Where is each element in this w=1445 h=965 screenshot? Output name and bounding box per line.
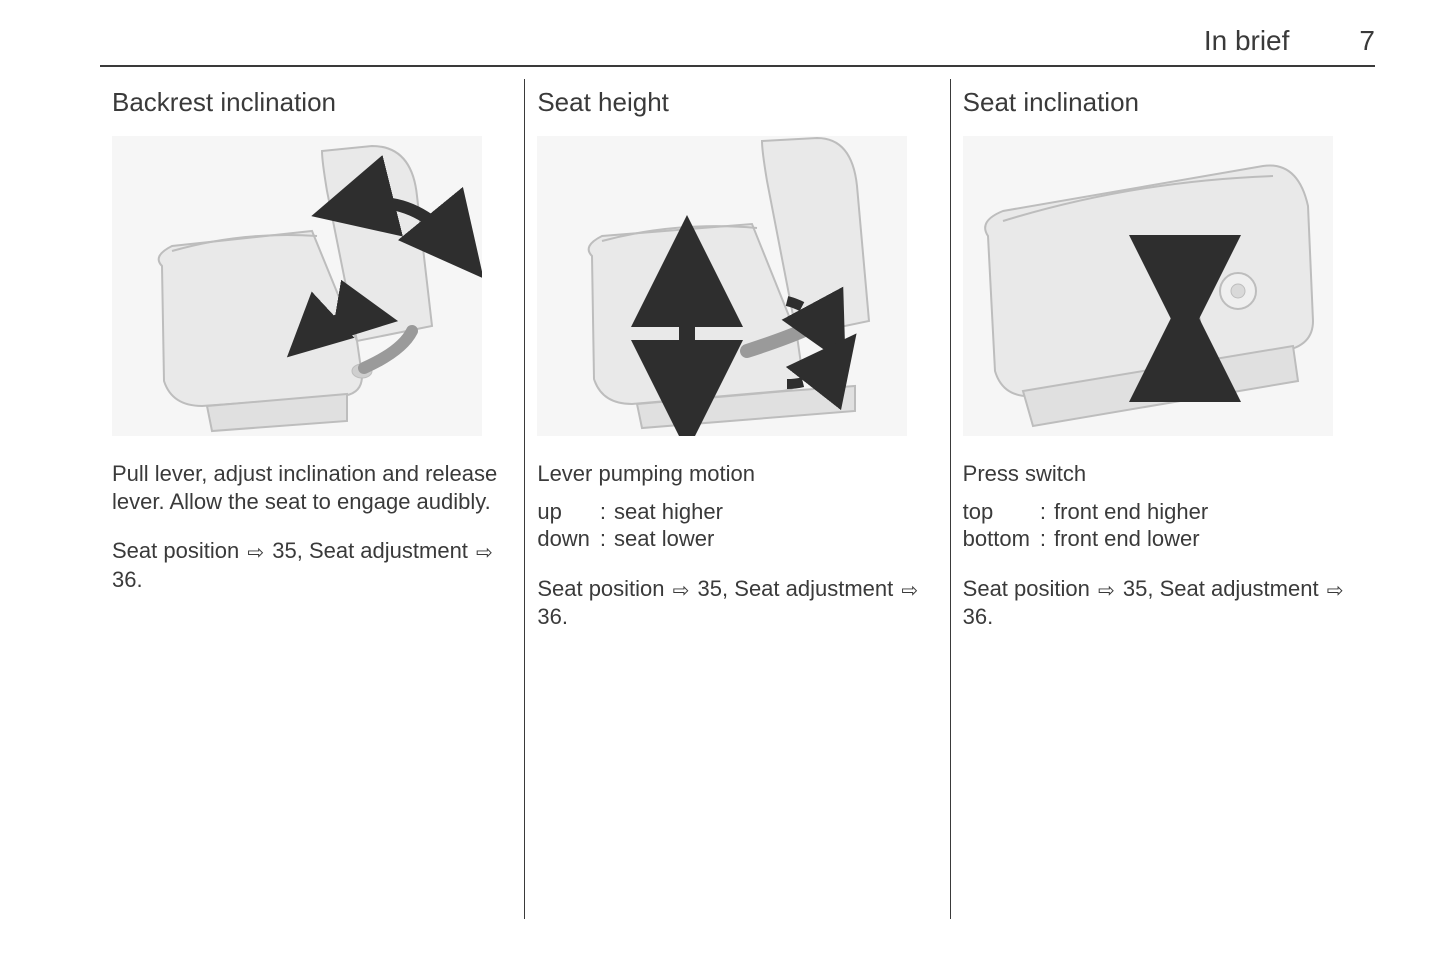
action-val: seat lower	[614, 525, 723, 553]
ref-page-2: 36	[963, 604, 987, 629]
table-row: bottom : front end lower	[963, 525, 1209, 553]
colon: :	[1040, 498, 1054, 526]
ref-arrow-icon: ⇨	[247, 541, 264, 567]
seat-height-svg	[537, 136, 907, 436]
figure-backrest	[112, 136, 482, 436]
lead-text: Press switch	[963, 460, 1357, 488]
col-title: Backrest inclination	[112, 87, 506, 118]
ref-prefix: Seat position	[112, 538, 239, 563]
col-title: Seat inclination	[963, 87, 1357, 118]
figure-seat-inclination	[963, 136, 1333, 436]
section-name: In brief	[1204, 25, 1290, 57]
action-val: front end higher	[1054, 498, 1208, 526]
ref-page-1: 35	[698, 576, 722, 601]
ref-arrow-icon: ⇨	[476, 541, 493, 567]
colon: :	[600, 525, 614, 553]
ref-page-1: 35	[1123, 576, 1147, 601]
ref-page-2: 36	[112, 567, 136, 592]
col-seat-height: Seat height	[524, 79, 949, 919]
action-key: down	[537, 525, 600, 553]
seat-backrest-svg	[112, 136, 482, 436]
table-row: top : front end higher	[963, 498, 1209, 526]
ref-arrow-icon: ⇨	[673, 579, 690, 605]
ref-prefix: Seat position	[537, 576, 664, 601]
action-val: seat higher	[614, 498, 723, 526]
page-header: In brief 7	[100, 25, 1375, 67]
cross-ref: Seat position ⇨ 35, Seat adjustment ⇨ 36…	[112, 537, 506, 594]
seat-inclination-svg	[963, 136, 1333, 436]
columns-wrap: Backrest inclination	[100, 79, 1375, 919]
ref-prefix: Seat position	[963, 576, 1090, 601]
cross-ref: Seat position ⇨ 35, Seat adjustment ⇨ 36…	[963, 575, 1357, 632]
action-table: up : seat higher down : seat lower	[537, 498, 723, 553]
ref-mid: Seat adjustment	[1160, 576, 1319, 601]
ref-arrow-icon: ⇨	[1098, 579, 1115, 605]
lead-text: Pull lever, adjust inclination and relea…	[112, 460, 506, 515]
ref-arrow-icon: ⇨	[1327, 579, 1344, 605]
page-number: 7	[1359, 25, 1375, 57]
ref-page-1: 35	[272, 538, 296, 563]
ref-arrow-icon: ⇨	[901, 579, 918, 605]
col-backrest-inclination: Backrest inclination	[100, 79, 524, 919]
cross-ref: Seat position ⇨ 35, Seat adjustment ⇨ 36…	[537, 575, 931, 632]
colon: :	[1040, 525, 1054, 553]
figure-seat-height	[537, 136, 907, 436]
action-val: front end lower	[1054, 525, 1208, 553]
table-row: up : seat higher	[537, 498, 723, 526]
ref-mid: Seat adjustment	[309, 538, 468, 563]
col-seat-inclination: Seat inclination	[950, 79, 1375, 919]
table-row: down : seat lower	[537, 525, 723, 553]
ref-mid: Seat adjustment	[734, 576, 893, 601]
col-title: Seat height	[537, 87, 931, 118]
action-key: up	[537, 498, 600, 526]
colon: :	[600, 498, 614, 526]
ref-page-2: 36	[537, 604, 561, 629]
action-key: top	[963, 498, 1040, 526]
action-table: top : front end higher bottom : front en…	[963, 498, 1209, 553]
page: In brief 7 Backrest inclination	[0, 0, 1445, 965]
lead-text: Lever pumping motion	[537, 460, 931, 488]
action-key: bottom	[963, 525, 1040, 553]
